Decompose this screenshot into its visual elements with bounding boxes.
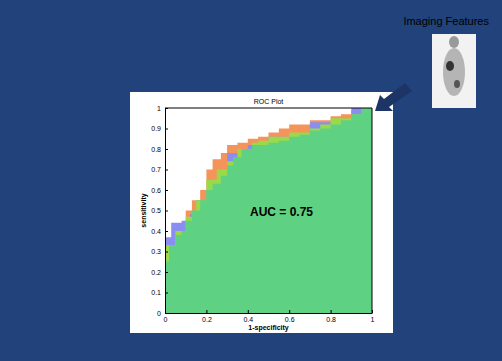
tick-mark: [289, 310, 290, 313]
x-axis: 0 0.2 0.4 0.6 0.8 1: [164, 310, 375, 323]
tick: 0.5: [151, 207, 168, 214]
tick: 0.8: [151, 146, 168, 153]
tick-label: 0.9: [151, 125, 161, 132]
image-frame: [432, 34, 476, 108]
tick-mark: [165, 313, 168, 314]
tick-label: 0.4: [243, 316, 253, 323]
tick-label: 0: [157, 310, 161, 317]
slide-background: [0, 0, 502, 361]
slide: Imaging Features 0 0.2 0.4 0.6 0.8 1 0 0.1 0.2 0.3…: [0, 0, 502, 361]
tick: 0.4: [151, 228, 168, 235]
tick: 1: [371, 310, 375, 323]
x-axis-title: 1-specificity: [248, 324, 289, 332]
tick-mark: [165, 190, 168, 191]
image-body: [443, 48, 465, 96]
tick-label: 0.4: [151, 228, 161, 235]
tick-label: 0.8: [151, 146, 161, 153]
tick-mark: [331, 310, 332, 313]
tick-mark: [248, 310, 249, 313]
annotation: AUC = 0.75: [250, 205, 313, 219]
y-axis: 0 0.1 0.2 0.3 0.4 0.5 0.6 0.7 0.8 0.9 1: [151, 105, 168, 317]
roc-area: [165, 108, 372, 313]
tick-label: 0.8: [326, 316, 336, 323]
tick-mark: [206, 310, 207, 313]
tick: 0.6: [151, 187, 168, 194]
y-axis-title: sensitivity: [140, 193, 148, 227]
tick: 0: [157, 310, 168, 317]
axis-line: [166, 313, 373, 314]
frame: [372, 108, 373, 313]
tick-mark: [165, 149, 168, 150]
tick-label: 0: [164, 316, 168, 323]
tick-label: 0.6: [285, 316, 295, 323]
tick: 0.2: [202, 310, 212, 323]
chart-title: ROC Plot: [254, 98, 284, 105]
tick-mark: [165, 293, 168, 294]
tick-mark: [165, 252, 168, 253]
tick-label: 0.2: [151, 269, 161, 276]
tick: 0.6: [285, 310, 295, 323]
tick-label: 0.3: [151, 248, 161, 255]
tick: 0.3: [151, 248, 168, 255]
arrow: [375, 83, 412, 111]
image-spot: [454, 80, 460, 88]
scan-image: [432, 34, 476, 108]
image-label: Imaging Features: [403, 15, 489, 27]
plot-area: [165, 108, 372, 313]
roc-area: [165, 108, 372, 313]
tick: 0.2: [151, 269, 168, 276]
tick: 0.7: [151, 166, 168, 173]
tick-mark: [165, 211, 168, 212]
tick-mark: [165, 129, 168, 130]
roc-area: [165, 108, 372, 313]
tick: 0.1: [151, 289, 168, 296]
tick-mark: [165, 272, 168, 273]
tick-mark: [165, 170, 168, 171]
tick: 0.9: [151, 125, 168, 132]
image-spot: [446, 61, 454, 71]
roc-area: [165, 108, 372, 313]
tick-label: 0.2: [202, 316, 212, 323]
tick-label: 0.6: [151, 187, 161, 194]
image-head: [449, 36, 459, 48]
tick-mark: [165, 231, 168, 232]
tick-label: 1: [157, 105, 161, 112]
tick: 0.4: [243, 310, 253, 323]
tick: 0.8: [326, 310, 336, 323]
tick-label: 0.1: [151, 289, 161, 296]
frame: [165, 108, 372, 109]
figure-box: [130, 92, 393, 333]
tick-label: 1: [371, 316, 375, 323]
tick-label: 0.5: [151, 207, 161, 214]
tick-label: 0.7: [151, 166, 161, 173]
